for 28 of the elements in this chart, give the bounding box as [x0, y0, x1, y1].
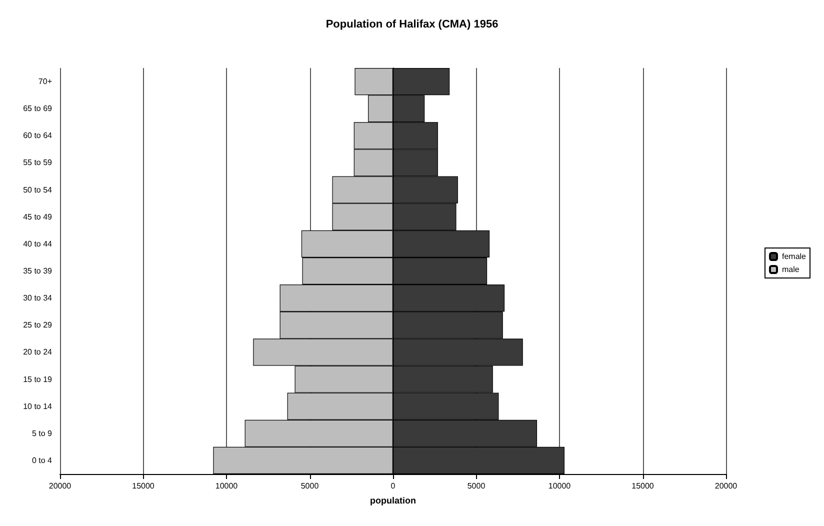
legend-label: male — [782, 265, 800, 274]
y-tick-label: 50 to 54 — [23, 185, 53, 194]
x-tick-label: 10000 — [215, 482, 238, 490]
x-tick-label: 15000 — [632, 482, 654, 490]
x-tick-label: 20000 — [714, 482, 738, 490]
y-tick-label: 10 to 14 — [23, 402, 53, 411]
y-tick-label: 30 to 34 — [23, 294, 53, 303]
x-axis-title: population — [370, 496, 416, 506]
legend-label: female — [782, 252, 807, 261]
x-tick-label: 15000 — [132, 482, 155, 490]
chart-title: Population of Halifax (CMA) 1956 — [326, 18, 498, 30]
y-tick-label: 0 to 4 — [32, 456, 53, 465]
y-tick-label: 60 to 64 — [23, 131, 53, 140]
y-tick-label: 55 to 59 — [23, 158, 53, 168]
y-tick-label: 35 to 39 — [23, 266, 53, 276]
y-tick-label: 5 to 9 — [32, 428, 53, 438]
y-tick-label: 65 to 69 — [23, 104, 53, 114]
x-tick-label: 5000 — [300, 482, 320, 490]
x-tick-label: 0 — [390, 482, 396, 490]
x-tick-label: 5000 — [467, 482, 486, 490]
y-tick-label: 40 to 44 — [23, 239, 53, 248]
y-tick-label: 45 to 49 — [23, 212, 53, 222]
y-tick-label: 20 to 24 — [23, 348, 53, 357]
y-tick-label: 70+ — [38, 77, 52, 86]
x-tick-label: 10000 — [548, 482, 572, 490]
y-tick-label: 25 to 29 — [23, 320, 53, 330]
x-tick-label: 20000 — [48, 482, 72, 490]
y-tick-label: 15 to 19 — [23, 374, 53, 384]
